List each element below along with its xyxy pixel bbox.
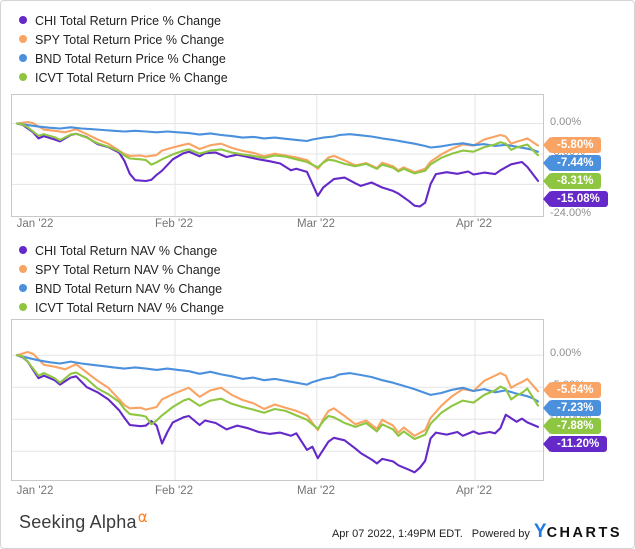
- x-axis-label: Mar '22: [297, 218, 335, 230]
- total-return-nav-legend: CHI Total Return NAV % Change SPY Total R…: [19, 242, 224, 318]
- total-return-price-plot: [11, 94, 544, 217]
- y-axis-label: 0.00%: [550, 347, 582, 359]
- y-axis-label: -8.00%: [550, 146, 585, 158]
- series-line-icvt-total-return-nav: [15, 354, 540, 441]
- y-axis-label: -24.00%: [550, 207, 591, 219]
- ycharts-logo[interactable]: Y CHARTS: [534, 521, 622, 543]
- x-axis-label: Feb '22: [155, 485, 193, 497]
- total-return-nav-plot: [11, 319, 544, 481]
- series-line-spy-total-return-price: [15, 120, 540, 174]
- y-axis-label: 0.00%: [550, 116, 582, 128]
- legend-item-bnd: BND Total Return NAV % Change: [19, 280, 224, 299]
- legend-item-icvt: ICVT Total Return NAV % Change: [19, 299, 224, 318]
- legend-dot-icon: [19, 73, 27, 81]
- last-value-badge-bnd-total-return-price: -7.44%: [542, 155, 602, 171]
- last-value-badge-spy-total-return-nav: -5.64%: [542, 382, 602, 398]
- last-value-badge-bnd-total-return-nav: -7.23%: [542, 400, 602, 416]
- legend-item-spy: SPY Total Return NAV % Change: [19, 261, 224, 280]
- legend-item-label: SPY Total Return Price % Change: [35, 33, 225, 47]
- ycharts-y-icon: Y: [533, 521, 547, 542]
- alpha-icon: α: [137, 508, 148, 526]
- legend-item-label: BND Total Return Price % Change: [35, 52, 226, 66]
- series-line-spy-total-return-nav: [15, 350, 540, 437]
- legend-dot-icon: [19, 246, 27, 254]
- y-axis-label: -10.00%: [550, 411, 591, 423]
- last-value-badge-chi-total-return-price: -15.08%: [543, 191, 608, 207]
- legend-item-label: SPY Total Return NAV % Change: [35, 263, 221, 277]
- series-line-chi-total-return-nav: [15, 354, 540, 474]
- legend-dot-icon: [19, 284, 27, 292]
- seeking-alpha-logo[interactable]: Seeking Alphaα: [19, 508, 148, 533]
- footer: Seeking Alphaα Apr 07 2022, 1:49PM EDT. …: [1, 504, 634, 548]
- legend-item-label: ICVT Total Return Price % Change: [35, 71, 228, 85]
- legend-item-chi: CHI Total Return Price % Change: [19, 12, 228, 31]
- x-axis-label: Apr '22: [455, 218, 493, 230]
- legend-item-bnd: BND Total Return Price % Change: [19, 50, 228, 69]
- legend-item-label: ICVT Total Return NAV % Change: [35, 301, 224, 315]
- last-value-badge-icvt-total-return-nav: -7.88%: [542, 418, 602, 434]
- y-axis-label: -5.00%: [550, 379, 585, 391]
- chart-credits: Apr 07 2022, 1:49PM EDT. Powered by Y CHA…: [332, 521, 622, 543]
- series-line-icvt-total-return-price: [15, 122, 540, 175]
- legend-dot-icon: [19, 16, 27, 24]
- legend-dot-icon: [19, 54, 27, 62]
- total-return-price-legend: CHI Total Return Price % Change SPY Total…: [19, 12, 228, 88]
- legend-dot-icon: [19, 303, 27, 311]
- ycharts-wordmark: CHARTS: [546, 525, 622, 541]
- x-axis-label: Mar '22: [297, 485, 335, 497]
- legend-item-label: CHI Total Return NAV % Change: [35, 244, 218, 258]
- legend-item-icvt: ICVT Total Return Price % Change: [19, 69, 228, 88]
- legend-item-label: BND Total Return NAV % Change: [35, 282, 223, 296]
- last-value-badge-icvt-total-return-price: -8.31%: [542, 173, 602, 189]
- series-line-bnd-total-return-price: [15, 122, 540, 153]
- legend-dot-icon: [19, 265, 27, 273]
- series-line-chi-total-return-price: [15, 122, 540, 208]
- y-axis-label: -15.00%: [550, 443, 591, 455]
- last-value-badge-chi-total-return-nav: -11.20%: [542, 436, 608, 452]
- last-value-badge-spy-total-return-price: -5.80%: [542, 137, 602, 153]
- timestamp: Apr 07 2022, 1:49PM EDT.: [331, 528, 463, 540]
- series-line-bnd-total-return-nav: [15, 354, 540, 403]
- legend-dot-icon: [19, 35, 27, 43]
- x-axis-label: Apr '22: [455, 485, 493, 497]
- legend-item-chi: CHI Total Return NAV % Change: [19, 242, 224, 261]
- x-axis-label: Feb '22: [155, 218, 193, 230]
- legend-item-label: CHI Total Return Price % Change: [35, 14, 221, 28]
- y-axis-label: -16.00%: [550, 176, 591, 188]
- seeking-alpha-wordmark: Seeking Alpha: [19, 512, 137, 532]
- x-axis-label: Jan '22: [16, 218, 54, 230]
- legend-item-spy: SPY Total Return Price % Change: [19, 31, 228, 50]
- x-axis-label: Jan '22: [16, 485, 54, 497]
- powered-by-label: Powered by: [471, 528, 530, 540]
